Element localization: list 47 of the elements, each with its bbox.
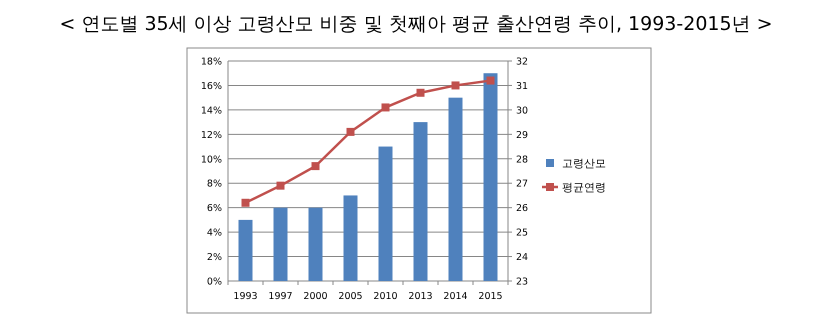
y-tick-label: 12%: [200, 130, 222, 141]
point: [452, 81, 460, 90]
point: [312, 162, 320, 170]
x-tick-label: 2005: [338, 291, 363, 302]
bar: [484, 73, 498, 281]
bar: [378, 146, 392, 281]
y2-tick-label: 24: [516, 252, 528, 264]
bar: [308, 208, 322, 281]
bar: [448, 98, 462, 281]
legend-label: 평균연령: [562, 181, 606, 194]
y2-tick-label: 32: [516, 56, 528, 68]
point: [276, 182, 284, 190]
y2-tick-label: 27: [516, 178, 528, 190]
title: < 연도별 35세 이상 고령산모 비중 및 첫째아 평균 출산연령 추이, 1993-2015년 >: [59, 13, 773, 35]
x-tick-label: 2010: [373, 291, 398, 302]
y2-tick-label: 25: [516, 228, 528, 239]
y-tick-label: 18%: [200, 56, 222, 68]
y-tick-label: 14%: [200, 105, 222, 116]
y-tick-label: 8%: [206, 178, 222, 190]
y-tick-label: 0%: [206, 276, 222, 288]
y-tick-label: 6%: [206, 203, 222, 214]
y-tick-label: 16%: [200, 80, 222, 92]
point: [486, 76, 494, 85]
point: [416, 88, 424, 97]
x-tick-label: 2000: [303, 291, 328, 302]
x-tick-label: 2015: [478, 291, 503, 302]
y2-tick-label: 29: [516, 130, 528, 141]
bar: [274, 208, 288, 281]
y2-tick-label: 30: [516, 105, 528, 116]
point: [382, 103, 390, 112]
y2-tick-label: 23: [516, 276, 528, 288]
y2-tick-label: 26: [516, 203, 528, 214]
bar: [238, 220, 252, 281]
y-tick-label: 2%: [206, 252, 222, 264]
y-tick-label: 4%: [206, 228, 222, 239]
bar: [414, 122, 428, 281]
point: [346, 128, 354, 136]
legend-label: 고령산모: [562, 157, 606, 170]
point: [242, 198, 250, 207]
x-tick-label: 2014: [443, 291, 468, 302]
y2-tick-label: 31: [516, 80, 528, 92]
y-tick-label: 10%: [200, 154, 222, 166]
bar: [344, 195, 358, 281]
y2-tick-label: 28: [516, 154, 528, 166]
x-tick-label: 2013: [408, 291, 433, 302]
x-tick-label: 1997: [268, 291, 293, 302]
x-tick-label: 1993: [233, 291, 258, 302]
